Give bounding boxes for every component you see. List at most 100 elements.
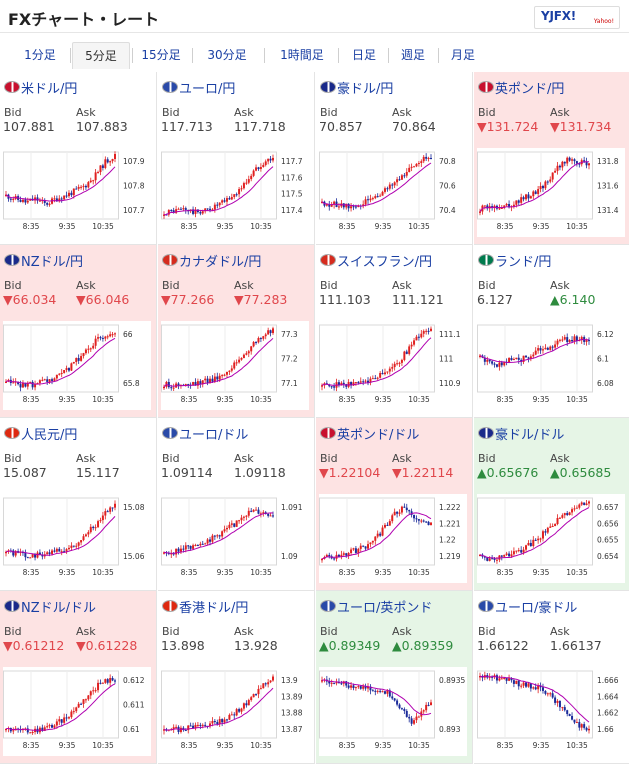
candle-body: [209, 378, 212, 383]
candle-body: [381, 527, 384, 536]
mini-candle-chart[interactable]: 6.12 6.1 6.08 8:35 9:35 10:35: [477, 321, 625, 410]
yjfx-logo[interactable]: YJFX! Yahoo!: [534, 6, 620, 29]
pair-name-link[interactable]: 米ドル/円: [21, 82, 78, 97]
y-tick-label: 117.4: [281, 206, 303, 215]
mini-candle-chart[interactable]: 0.657 0.656 0.655 0.654 8:35 9:35 10:35: [477, 494, 625, 583]
bid-value: ▲0.65676: [477, 465, 539, 480]
ask-label: Ask: [234, 106, 254, 119]
x-tick-label: 8:35: [497, 395, 514, 404]
tab-3[interactable]: 30分足: [207, 48, 247, 62]
tab-separator: [192, 48, 193, 63]
pair-name-link[interactable]: スイスフラン/円: [337, 255, 432, 270]
mini-candle-chart[interactable]: 131.8 131.6 131.4 8:35 9:35 10:35: [477, 148, 625, 237]
tab-6[interactable]: 週足: [400, 48, 425, 62]
tab-2[interactable]: 15分足: [141, 48, 181, 62]
pair-name-link[interactable]: 豪ドル/ドル: [495, 428, 565, 443]
x-tick-label: 10:35: [92, 395, 114, 404]
pair-name-link[interactable]: ユーロ/英ポンド: [337, 601, 433, 616]
candle-body: [376, 690, 379, 692]
tab-5[interactable]: 日足: [351, 48, 376, 62]
pair-name-link[interactable]: 英ポンド/ドル: [337, 428, 420, 443]
x-tick-label: 9:35: [59, 395, 76, 404]
tab-1[interactable]: 5分足: [72, 42, 130, 69]
candle-body: [87, 532, 90, 535]
rate-card[interactable]: ユーロ/円 Bid Ask 117.713 117.718 117.7 117.6 117.5…: [158, 72, 315, 245]
candle-body: [43, 200, 46, 203]
rate-card[interactable]: ユーロ/英ポンド Bid Ask ▲0.89349 ▲0.89359 0.8935 0.89…: [316, 591, 473, 764]
rate-card[interactable]: NZドル/円 Bid Ask ▼66.034 ▼66.046 66 65.8 8:35 9:35…: [0, 245, 157, 418]
mini-candle-chart[interactable]: 0.8935 0.893 8:35 9:35 10:35: [319, 667, 467, 756]
mini-candle-chart[interactable]: 77.3 77.2 77.1 8:35 9:35 10:35: [161, 321, 309, 410]
candle-body: [588, 728, 590, 731]
mini-candle-chart[interactable]: 1.666 1.664 1.662 1.66 8:35 9:35 10:35: [477, 667, 625, 756]
pair-name-link[interactable]: カナダドル/円: [179, 255, 262, 270]
rate-card[interactable]: カナダドル/円 Bid Ask ▼77.266 ▼77.283 77.3 77.2 77.1 8…: [158, 245, 315, 418]
bid-label: Bid: [4, 106, 22, 119]
candle-body: [104, 679, 107, 683]
mini-candle-chart[interactable]: 15.08 15.06 8:35 9:35 10:35: [3, 494, 151, 583]
y-tick-label: 66: [123, 330, 133, 339]
y-tick-label: 15.06: [123, 552, 145, 561]
candle-body: [82, 353, 85, 357]
candle-body: [400, 506, 403, 513]
candle-body: [345, 203, 348, 208]
rate-card[interactable]: 豪ドル/ドル Bid Ask ▲0.65676 ▲0.65685 0.657 0.656 0.…: [474, 418, 629, 591]
rate-card[interactable]: NZドル/ドル Bid Ask ▼0.61212 ▼0.61228 0.612 0.611 0…: [0, 591, 157, 764]
chart-svg: 117.7 117.6 117.5 117.4 8:35 9:35 10:35: [161, 151, 303, 231]
rate-card[interactable]: 豪ドル/円 Bid Ask 70.857 70.864 70.8 70.6 70.4 8:35 9…: [316, 72, 473, 245]
candle-body: [333, 386, 336, 388]
rate-card[interactable]: スイスフラン/円 Bid Ask 111.103 111.121 111.1 111 110.…: [316, 245, 473, 418]
mini-candle-chart[interactable]: 1.222 1.221 1.22 1.219 8:35 9:35 10:35: [319, 494, 467, 583]
pair-name-link[interactable]: NZドル/ドル: [21, 601, 97, 616]
mini-candle-chart[interactable]: 1.091 1.09 8:35 9:35 10:35: [161, 494, 309, 583]
candle-body: [92, 690, 95, 692]
candle-body: [541, 349, 544, 351]
pair-name-link[interactable]: 豪ドル/円: [337, 82, 394, 97]
mini-candle-chart[interactable]: 111.1 111 110.9 8:35 9:35 10:35: [319, 321, 467, 410]
bid-label: Bid: [478, 106, 496, 119]
mini-candle-chart[interactable]: 70.8 70.6 70.4 8:35 9:35 10:35: [319, 148, 467, 237]
ask-value: ▲0.89359: [392, 638, 454, 653]
mini-candle-chart[interactable]: 117.7 117.6 117.5 117.4 8:35 9:35 10:35: [161, 148, 309, 237]
rate-card[interactable]: 人民元/円 Bid Ask 15.087 15.117 15.08 15.06 8:35 9:3…: [0, 418, 157, 591]
candle-body: [386, 188, 389, 190]
candle-body: [425, 330, 428, 332]
mini-candle-chart[interactable]: 0.612 0.611 0.61 8:35 9:35 10:35: [3, 667, 151, 756]
bid-label: Bid: [320, 625, 338, 638]
rate-card[interactable]: 香港ドル/円 Bid Ask 13.898 13.928 13.9 13.89 13.88 13…: [158, 591, 315, 764]
pair-name-link[interactable]: 人民元/円: [21, 428, 78, 443]
candle-body: [498, 208, 501, 210]
pair-name-link[interactable]: ユーロ/豪ドル: [495, 601, 578, 616]
tab-7[interactable]: 月足: [450, 48, 475, 62]
pair-name-link[interactable]: 英ポンド/円: [495, 82, 565, 97]
rate-card[interactable]: ユーロ/ドル Bid Ask 1.09114 1.09118 1.091 1.09 8:35 9…: [158, 418, 315, 591]
candle-body: [230, 197, 233, 200]
candle-body: [272, 515, 274, 517]
pair-name-link[interactable]: ランド/円: [495, 255, 552, 270]
mini-candle-chart[interactable]: 13.9 13.89 13.88 13.87 8:35 9:35 10:35: [161, 667, 309, 756]
candle-body: [537, 538, 540, 541]
rate-card[interactable]: 英ポンド/ドル Bid Ask ▼1.22104 ▼1.22114 1.222 1.221 1…: [316, 418, 473, 591]
candle-body: [544, 181, 547, 189]
mini-candle-chart[interactable]: 107.9 107.8 107.7 8:35 9:35 10:35: [3, 148, 151, 237]
rate-card[interactable]: 米ドル/円 Bid Ask 107.881 107.883 107.9 107.8 107.7…: [0, 72, 157, 245]
candle-body: [92, 526, 95, 529]
tab-4[interactable]: 1時間足: [280, 48, 324, 62]
rate-card[interactable]: ユーロ/豪ドル Bid Ask 1.66122 1.66137 1.666 1.664 1.6…: [474, 591, 629, 764]
candle-body: [505, 203, 508, 206]
plot-frame: [3, 497, 119, 566]
tab-0[interactable]: 1分足: [24, 48, 56, 62]
rate-card[interactable]: ランド/円 Bid Ask 6.127 ▲6.140 6.12 6.1 6.08 8:35 9:3…: [474, 245, 629, 418]
tab-separator: [338, 48, 339, 63]
mini-candle-chart[interactable]: 66 65.8 8:35 9:35 10:35: [3, 321, 151, 410]
pair-name-link[interactable]: ユーロ/円: [179, 82, 236, 97]
candle-body: [588, 501, 590, 504]
y-tick-label: 0.8935: [439, 676, 465, 685]
ask-label: Ask: [234, 279, 254, 292]
pair-name-link[interactable]: ユーロ/ドル: [179, 428, 249, 443]
pair-name-link[interactable]: 香港ドル/円: [179, 601, 249, 616]
candle-body: [383, 524, 386, 528]
rate-card[interactable]: 英ポンド/円 Bid Ask ▼131.724 ▼131.734 131.8 131.6 13…: [474, 72, 629, 245]
pair-name-link[interactable]: NZドル/円: [21, 255, 84, 270]
candle-body: [213, 204, 216, 210]
